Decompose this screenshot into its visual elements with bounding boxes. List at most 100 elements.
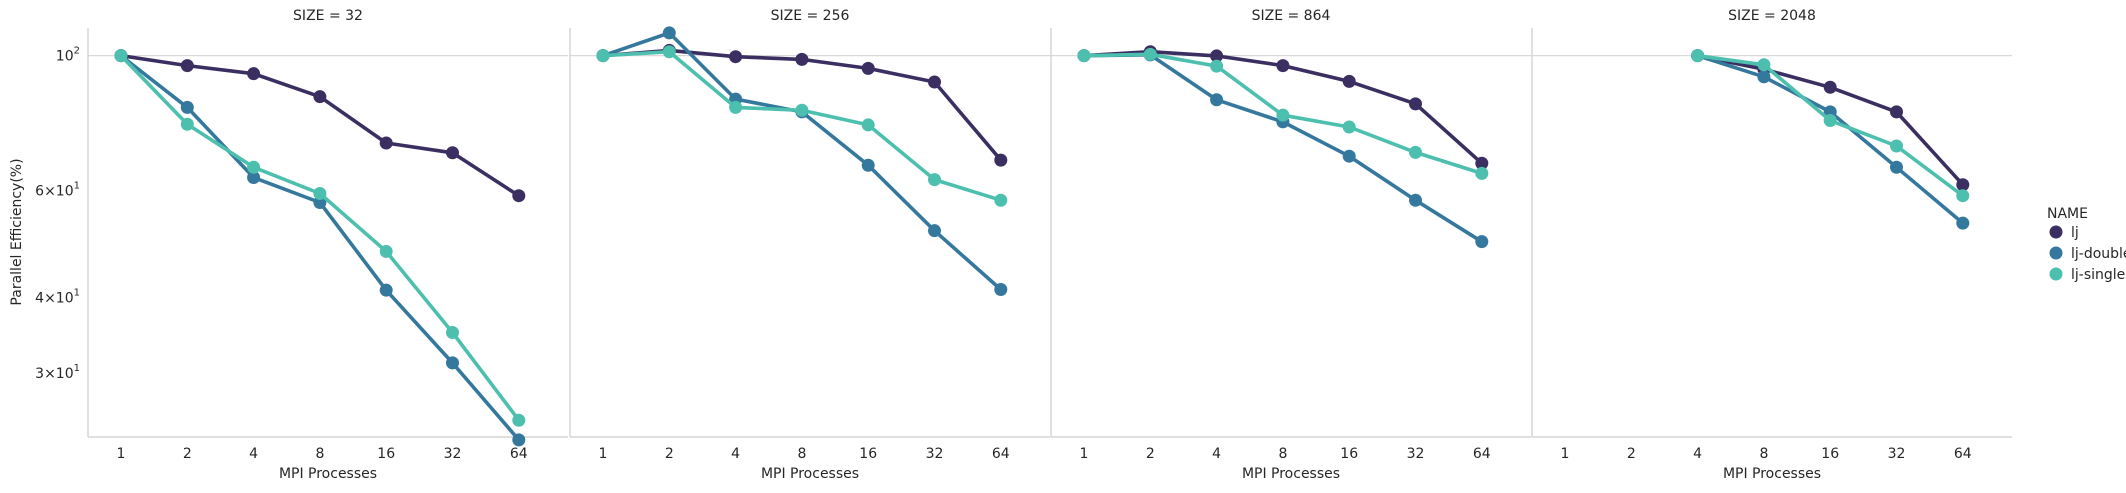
x-tick-label: 8 (797, 446, 806, 462)
series-lj-double (1691, 49, 1970, 230)
series-line (119, 53, 521, 442)
data-point (247, 67, 261, 81)
data-point (313, 196, 327, 210)
data-point (928, 173, 941, 187)
series-lj-double (114, 49, 526, 447)
data-point (1823, 114, 1837, 128)
data-point (1342, 74, 1356, 88)
data-point (662, 26, 676, 40)
x-tick-label: 64 (992, 446, 1010, 462)
facet-title: SIZE = 32 (293, 8, 363, 24)
legend-marker (2049, 225, 2063, 239)
data-point (313, 90, 327, 104)
data-point (1475, 156, 1489, 170)
data-point (247, 160, 261, 174)
data-point (247, 171, 261, 185)
y-tick-label: 3×101 (35, 363, 80, 382)
x-tick-label: 1 (599, 446, 608, 462)
data-point (795, 52, 809, 66)
panel-864: SIZE = 864 1 2 4 8 16 32 64 MPI Processes (1050, 8, 1531, 482)
x-tick-label: 1 (1080, 446, 1089, 462)
data-point (1956, 216, 1970, 230)
data-point (1409, 145, 1422, 159)
x-tick-label: 64 (1954, 446, 1972, 462)
panel-32: SIZE = 32 1 2 4 8 16 32 64 MPI Processes (87, 8, 568, 482)
x-axis-label: MPI Processes (761, 466, 859, 482)
x-tick-label: 1 (1561, 446, 1570, 462)
facet-title: SIZE = 2048 (1728, 8, 1816, 24)
x-tick-label: 16 (859, 446, 877, 462)
legend-label: lj (2071, 225, 2079, 241)
data-point (180, 117, 194, 131)
x-tick-label: 2 (183, 446, 192, 462)
x-tick-label: 64 (1473, 446, 1491, 462)
x-tick-label: 16 (1821, 446, 1839, 462)
data-point (1475, 235, 1489, 249)
data-point (512, 433, 526, 447)
data-point (1143, 47, 1157, 61)
data-point (313, 186, 327, 200)
series-lj-double (596, 26, 1008, 297)
legend-marker (2049, 246, 2063, 260)
series-line (601, 31, 1003, 292)
data-point (729, 50, 743, 64)
data-point (446, 356, 459, 370)
x-tick-label: 2 (665, 446, 674, 462)
data-point (1757, 70, 1771, 84)
data-point (861, 158, 875, 172)
data-point (1342, 120, 1356, 134)
x-tick-label: 2 (1146, 446, 1155, 462)
x-tick-label: 8 (315, 446, 324, 462)
x-tick-label: 64 (510, 446, 528, 462)
x-axis-label: MPI Processes (279, 466, 377, 482)
series-line (1082, 53, 1484, 244)
x-tick-label: 4 (731, 446, 740, 462)
data-point (1210, 93, 1224, 107)
data-point (795, 103, 809, 117)
data-point (1890, 105, 1903, 119)
facet-title: SIZE = 256 (771, 8, 850, 24)
data-point (994, 283, 1008, 297)
data-point (861, 118, 875, 132)
data-point (1691, 49, 1705, 63)
series-line (119, 53, 521, 198)
facet-title: SIZE = 864 (1252, 8, 1331, 24)
data-point (1276, 59, 1290, 73)
data-point (729, 100, 743, 114)
data-point (1475, 166, 1489, 180)
x-tick-label: 8 (1278, 446, 1287, 462)
x-tick-label: 4 (1693, 446, 1702, 462)
x-tick-label: 32 (444, 446, 462, 462)
data-point (994, 153, 1008, 167)
x-tick-label: 32 (926, 446, 944, 462)
series-lj-double (1077, 48, 1489, 249)
series-lj (1077, 45, 1489, 170)
data-point (1342, 149, 1356, 163)
data-point (662, 45, 676, 59)
data-point (379, 283, 393, 297)
y-tick-label: 102 (56, 46, 80, 65)
series-lj-single (596, 45, 1008, 207)
x-tick-label: 32 (1888, 446, 1906, 462)
data-point (928, 224, 941, 238)
x-tick-label: 8 (1759, 446, 1768, 462)
data-point (1956, 189, 1970, 203)
data-point (994, 193, 1008, 207)
data-point (1956, 178, 1970, 192)
data-point (180, 100, 194, 114)
data-point (1409, 97, 1422, 111)
data-point (596, 49, 610, 63)
data-point (928, 75, 941, 89)
data-point (1276, 108, 1290, 122)
data-point (446, 326, 459, 340)
data-point (180, 59, 194, 73)
data-point (1210, 59, 1224, 73)
x-tick-label: 2 (1627, 446, 1636, 462)
series-line (601, 49, 1003, 202)
legend-title: NAME (2047, 206, 2088, 222)
series-lj-single (1691, 49, 1970, 203)
panel-256: SIZE = 256 1 2 4 8 16 32 64 MPI Processes (569, 8, 1050, 482)
legend-marker (2049, 267, 2063, 281)
